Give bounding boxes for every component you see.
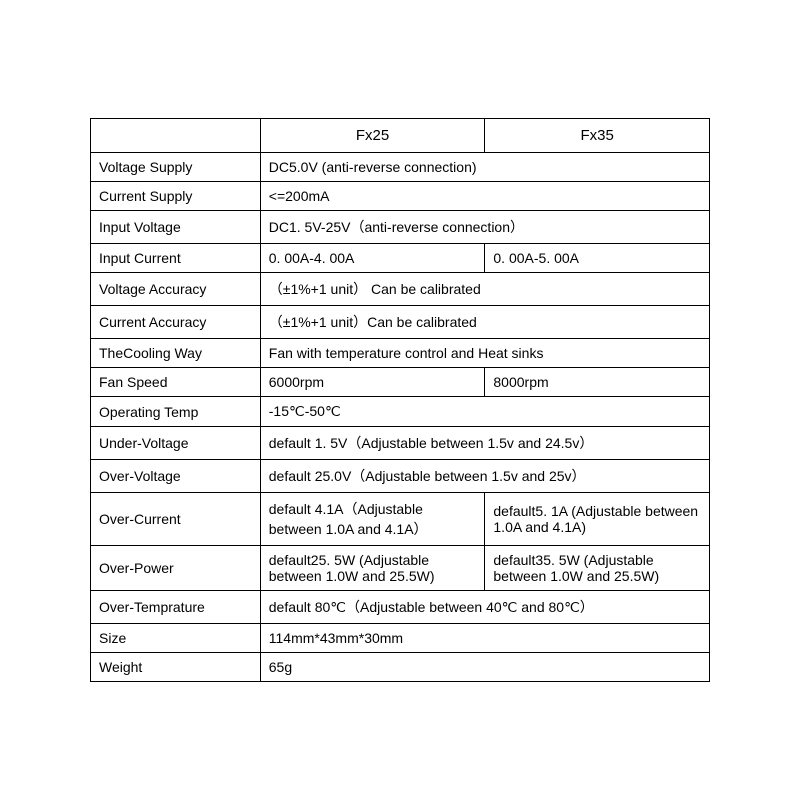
table-row: Weight65g bbox=[91, 653, 710, 682]
table-row: Current Supply<=200mA bbox=[91, 182, 710, 211]
table-row: Fan Speed 6000rpm8000rpm bbox=[91, 368, 710, 397]
row-value-fx35: 8000rpm bbox=[485, 368, 710, 397]
row-value: 114mm*43mm*30mm bbox=[260, 624, 709, 653]
table-row: Operating Temp-15℃-50℃ bbox=[91, 397, 710, 427]
header-fx25: Fx25 bbox=[260, 119, 485, 153]
row-label: Over-Voltage bbox=[91, 460, 261, 493]
row-value: default 1. 5V（Adjustable between 1.5v an… bbox=[260, 427, 709, 460]
row-value: Fan with temperature control and Heat si… bbox=[260, 339, 709, 368]
row-label: Input Voltage bbox=[91, 211, 261, 244]
row-label: Current Supply bbox=[91, 182, 261, 211]
row-label: TheCooling Way bbox=[91, 339, 261, 368]
row-value: <=200mA bbox=[260, 182, 709, 211]
table-body: Voltage SupplyDC5.0V (anti-reverse conne… bbox=[91, 153, 710, 682]
row-label: Fan Speed bbox=[91, 368, 261, 397]
row-value: -15℃-50℃ bbox=[260, 397, 709, 427]
row-label: Size bbox=[91, 624, 261, 653]
table-row: Size114mm*43mm*30mm bbox=[91, 624, 710, 653]
spec-table: Fx25 Fx35 Voltage SupplyDC5.0V (anti-rev… bbox=[90, 118, 710, 682]
row-value-fx25: default 4.1A（Adjustable between 1.0A and… bbox=[260, 493, 485, 546]
row-label: Input Current bbox=[91, 244, 261, 273]
row-label: Over-Current bbox=[91, 493, 261, 546]
row-value-fx35: 0. 00A-5. 00A bbox=[485, 244, 710, 273]
header-fx35: Fx35 bbox=[485, 119, 710, 153]
row-value: DC1. 5V-25V（anti-reverse connection） bbox=[260, 211, 709, 244]
row-label: Voltage Accuracy bbox=[91, 273, 261, 306]
table-row: Over-Tempraturedefault 80℃（Adjustable be… bbox=[91, 591, 710, 624]
row-label: Under-Voltage bbox=[91, 427, 261, 460]
row-value-fx35: default35. 5W (Adjustable between 1.0W a… bbox=[485, 546, 710, 591]
row-label: Over-Temprature bbox=[91, 591, 261, 624]
table-row: Voltage Accuracy（±1%+1 unit） Can be cali… bbox=[91, 273, 710, 306]
row-value-fx35: default5. 1A (Adjustable between 1.0A an… bbox=[485, 493, 710, 546]
row-label: Operating Temp bbox=[91, 397, 261, 427]
row-value-fx25: 6000rpm bbox=[260, 368, 485, 397]
row-label: Weight bbox=[91, 653, 261, 682]
header-blank bbox=[91, 119, 261, 153]
table-row: Voltage SupplyDC5.0V (anti-reverse conne… bbox=[91, 153, 710, 182]
row-label: Voltage Supply bbox=[91, 153, 261, 182]
table-row: Under-Voltagedefault 1. 5V（Adjustable be… bbox=[91, 427, 710, 460]
table-row: Current Accuracy（±1%+1 unit）Can be calib… bbox=[91, 306, 710, 339]
row-value: default 25.0V（Adjustable between 1.5v an… bbox=[260, 460, 709, 493]
table-row: Over-Current default 4.1A（Adjustable bet… bbox=[91, 493, 710, 546]
row-value: （±1%+1 unit） Can be calibrated bbox=[260, 273, 709, 306]
table-row: TheCooling WayFan with temperature contr… bbox=[91, 339, 710, 368]
table-row: Input VoltageDC1. 5V-25V（anti-reverse co… bbox=[91, 211, 710, 244]
row-value: default 80℃（Adjustable between 40℃ and 8… bbox=[260, 591, 709, 624]
header-row: Fx25 Fx35 bbox=[91, 119, 710, 153]
row-label: Current Accuracy bbox=[91, 306, 261, 339]
row-value-fx25: 0. 00A-4. 00A bbox=[260, 244, 485, 273]
row-value: DC5.0V (anti-reverse connection) bbox=[260, 153, 709, 182]
table-row: Input Current0. 00A-4. 00A0. 00A-5. 00A bbox=[91, 244, 710, 273]
table-row: Over-Voltagedefault 25.0V（Adjustable bet… bbox=[91, 460, 710, 493]
row-value: 65g bbox=[260, 653, 709, 682]
table-row: Over-Power default25. 5W (Adjustable bet… bbox=[91, 546, 710, 591]
row-value-fx25: default25. 5W (Adjustable between 1.0W a… bbox=[260, 546, 485, 591]
row-value: （±1%+1 unit）Can be calibrated bbox=[260, 306, 709, 339]
row-label: Over-Power bbox=[91, 546, 261, 591]
